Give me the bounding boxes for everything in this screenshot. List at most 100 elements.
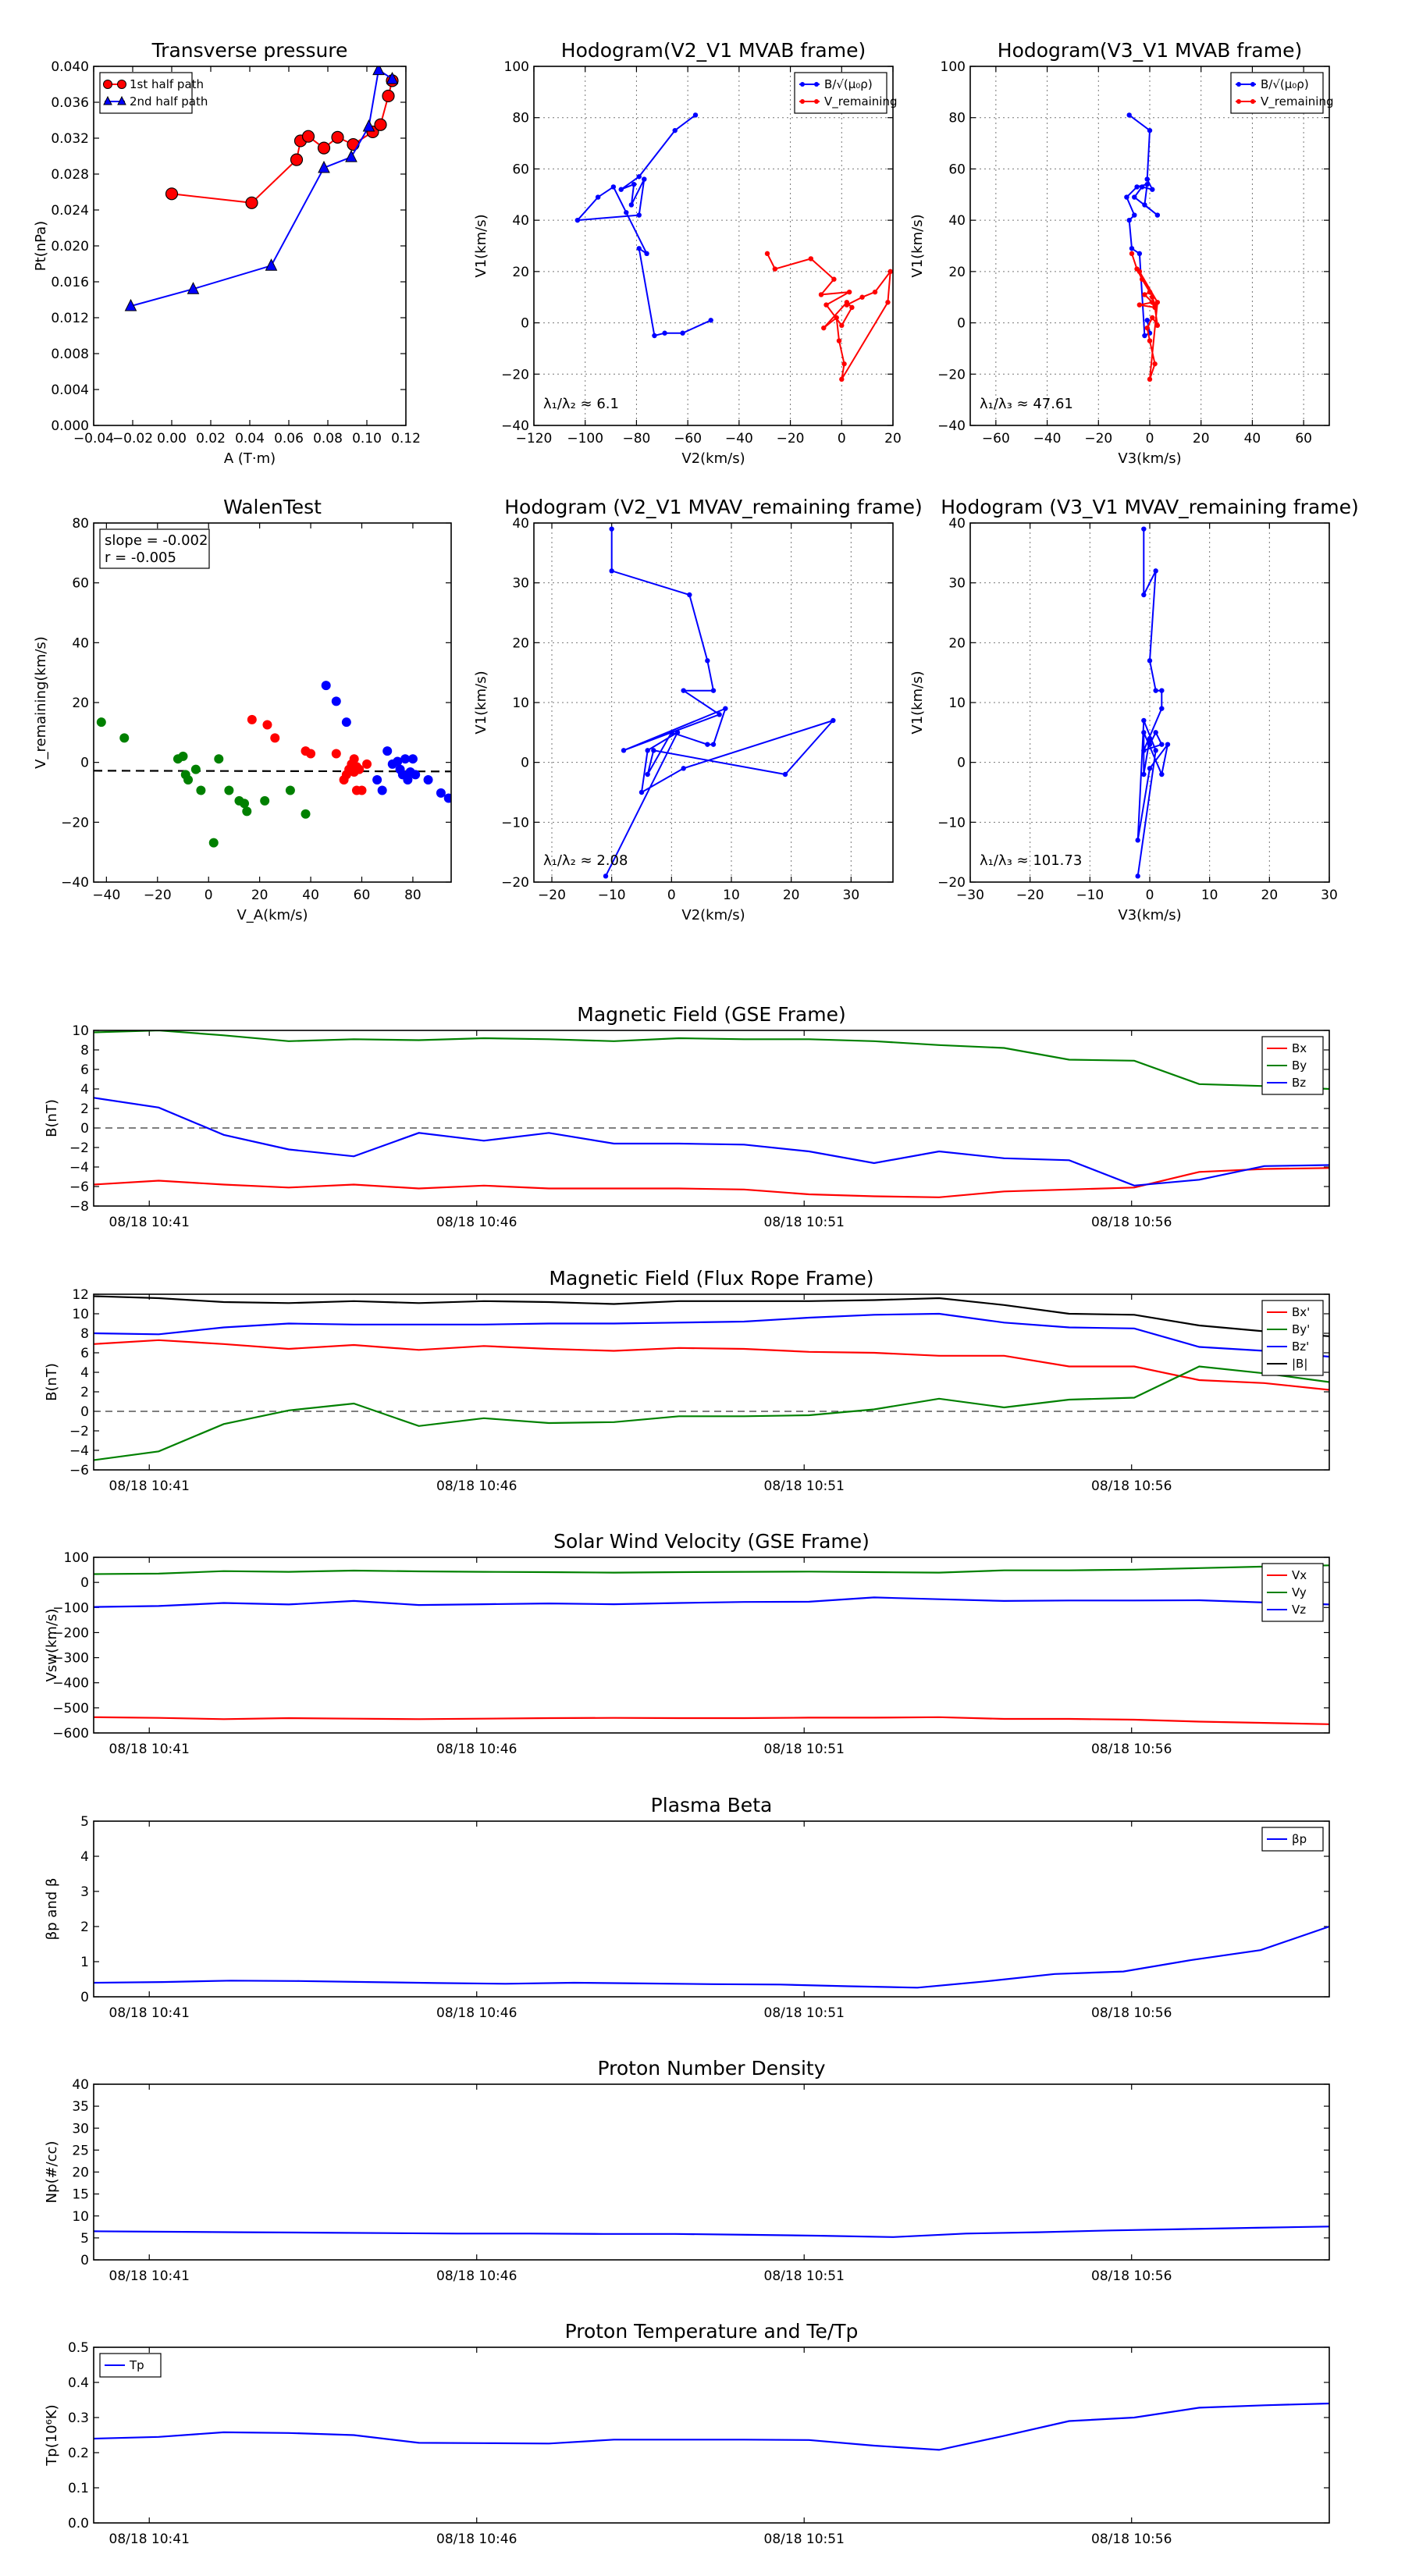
- chart-title: Hodogram (V3_V1 MVAV_remaining frame): [941, 496, 1359, 518]
- x-tick-label: 08/18 10:46: [436, 1742, 517, 1757]
- series-tp-line: [94, 2402, 1329, 2451]
- y-tick-label: 40: [72, 2077, 89, 2093]
- y-tick-label: 40: [512, 516, 529, 532]
- x-axis-label: V3(km/s): [1118, 907, 1181, 923]
- y-tick-label: 4: [80, 1082, 89, 1098]
- y-axis-label: B(nT): [44, 1363, 60, 1401]
- legend-box: [794, 72, 887, 114]
- chart-title: Transverse pressure: [151, 39, 348, 62]
- y-axis-label: V1(km/s): [473, 671, 489, 734]
- y-tick-label: −40: [61, 875, 89, 891]
- x-tick-label: 0: [205, 888, 213, 903]
- y-tick-label: 20: [512, 265, 529, 280]
- data-point: [680, 330, 685, 336]
- x-tick-label: 0.10: [352, 431, 382, 447]
- y-tick-label: 2: [80, 1101, 89, 1117]
- data-point: [349, 754, 359, 764]
- x-tick-label: 60: [1295, 431, 1312, 447]
- axes-frame: [93, 1030, 1330, 1207]
- x-tick-label: −40: [725, 431, 753, 447]
- x-tick-label: −100: [567, 431, 603, 447]
- data-point: [362, 119, 375, 132]
- x-tick-label: 60: [354, 888, 371, 903]
- x-tick-label: 10: [723, 888, 740, 903]
- data-point: [618, 187, 624, 192]
- plot-area: [94, 1925, 1329, 1989]
- y-tick-label: 0.040: [51, 59, 89, 75]
- x-tick-label: 08/18 10:46: [436, 2532, 517, 2547]
- x-tick-label: −20: [777, 431, 805, 447]
- annotation-slope: slope = -0.002: [105, 532, 208, 549]
- chart-hodogram-v2v1-mvav: Hodogram (V2_V1 MVAV_remaining frame) −20…: [473, 496, 923, 923]
- data-point: [1136, 269, 1143, 275]
- y-tick-label: 0.000: [51, 418, 89, 434]
- legend-label: Vy: [1292, 1585, 1307, 1599]
- data-point: [331, 130, 344, 144]
- data-point: [705, 742, 710, 747]
- data-point: [1165, 742, 1171, 747]
- data-point: [841, 361, 847, 367]
- data-point: [1153, 730, 1158, 735]
- y-tick-label: 40: [512, 213, 529, 229]
- y-tick-label: 3: [80, 1884, 89, 1900]
- data-point: [357, 785, 367, 795]
- y-tick-label: −40: [937, 418, 966, 434]
- y-tick-label: 0.4: [68, 2375, 89, 2391]
- data-point: [645, 771, 650, 777]
- y-tick-label: 80: [512, 111, 529, 126]
- y-tick-label: 0.028: [51, 167, 89, 183]
- y-tick-label: 35: [72, 2099, 89, 2115]
- legend-label: Bx': [1292, 1305, 1310, 1319]
- y-tick-label: −200: [52, 1625, 89, 1641]
- data-point: [831, 717, 836, 724]
- series-0-line: [94, 2226, 1329, 2238]
- y-tick-label: −400: [52, 1676, 89, 1692]
- data-point: [1141, 717, 1147, 724]
- x-tick-label: −40: [1033, 431, 1062, 447]
- data-point: [372, 775, 382, 785]
- data-point: [1153, 688, 1158, 693]
- y-tick-label: 0.024: [51, 203, 89, 219]
- legend-marker: [814, 82, 819, 87]
- x-tick-label: 08/18 10:51: [764, 2268, 845, 2284]
- data-point: [1135, 838, 1140, 843]
- data-point: [183, 775, 194, 785]
- x-tick-label: −120: [516, 431, 553, 447]
- data-point: [887, 269, 893, 275]
- x-tick-label: 0.00: [157, 431, 187, 447]
- x-tick-label: −10: [598, 888, 626, 903]
- data-point: [124, 298, 137, 311]
- y-tick-label: 1: [80, 1955, 89, 1970]
- data-point: [1154, 322, 1161, 329]
- y-tick-label: 0: [957, 756, 966, 771]
- y-axis-label: Pt(nPa): [33, 221, 49, 271]
- data-point: [224, 785, 234, 795]
- y-axis-label: Np(#/cc): [44, 2141, 60, 2204]
- y-tick-label: 6: [80, 1062, 89, 1078]
- legend-label: Vz: [1292, 1603, 1306, 1617]
- data-point: [1144, 325, 1150, 331]
- axes-frame: [93, 2347, 1330, 2524]
- x-tick-label: 0.12: [391, 431, 421, 447]
- legend-label: Bz: [1292, 1076, 1306, 1090]
- y-tick-label: −4: [69, 1443, 89, 1459]
- data-point: [178, 751, 188, 761]
- x-tick-label: 08/18 10:46: [436, 2005, 517, 2021]
- chart-hodogram-v2v1-mvab: Hodogram(V2_V1 MVAB frame) −40 −20 0 20 40 60 8…: [473, 39, 902, 467]
- series-bz-line: [94, 1097, 1329, 1187]
- y-tick-label: 8: [80, 1043, 89, 1059]
- x-tick-label: 40: [1244, 431, 1261, 447]
- data-point: [411, 770, 421, 780]
- x-axis-label: V2(km/s): [681, 450, 745, 467]
- y-tick-label: 2: [80, 1385, 89, 1400]
- plot-area: [124, 66, 399, 311]
- data-point: [823, 302, 829, 308]
- data-point: [1159, 706, 1165, 711]
- data-point: [341, 717, 351, 728]
- y-tick-label: 60: [72, 576, 89, 592]
- legend-marker: [800, 99, 805, 104]
- x-tick-label: −20: [1016, 888, 1044, 903]
- y-tick-label: −2: [69, 1424, 89, 1439]
- series-vz-line: [94, 1596, 1329, 1608]
- series-bx-line: [94, 1167, 1329, 1198]
